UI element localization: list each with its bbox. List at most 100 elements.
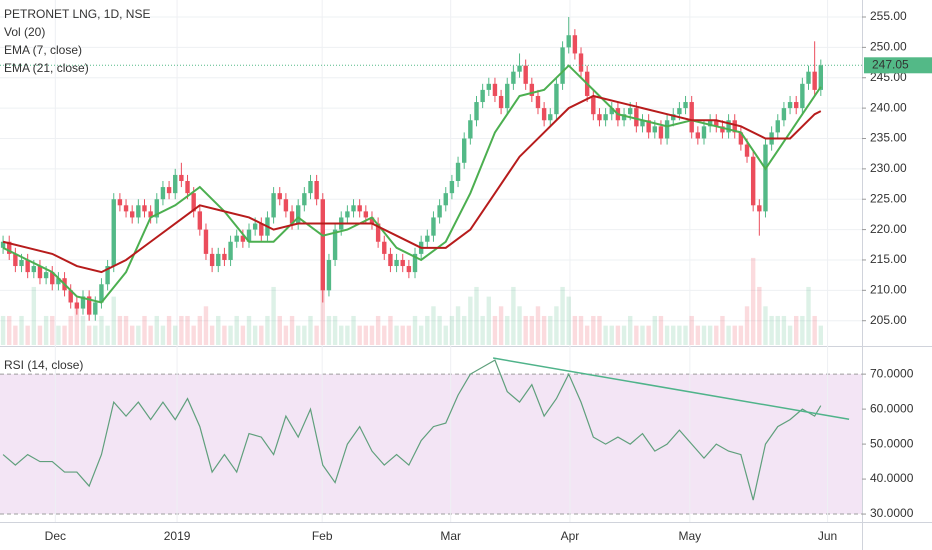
candle-body (234, 235, 239, 242)
rsi-y-tick-label: 70.0000 (870, 366, 914, 380)
volume-bar (129, 325, 135, 345)
volume-bar (50, 315, 55, 345)
volume-bar (603, 325, 608, 345)
candle-body (240, 235, 246, 242)
candle-body (252, 223, 258, 230)
candle-body (314, 181, 319, 200)
candle-body (166, 187, 172, 194)
legend-item: EMA (21, close) (4, 61, 89, 75)
candle-body (326, 259, 332, 291)
volume-bar (707, 325, 713, 345)
volume-bar (418, 325, 424, 345)
candle-body (203, 229, 209, 254)
volume-bar (523, 315, 528, 345)
volume-bar (74, 306, 80, 345)
volume-bar (351, 315, 356, 345)
candle-body (726, 120, 731, 133)
y-tick-label: 210.00 (870, 283, 907, 297)
candle-body (634, 108, 639, 127)
candle-body (105, 266, 110, 285)
volume-bar (308, 315, 313, 345)
volume-bar (99, 315, 104, 345)
candle-body (794, 102, 799, 109)
candle-body (621, 114, 627, 121)
y-tick-label: 245.00 (870, 70, 907, 84)
candle-body (775, 120, 780, 133)
volume-bar (105, 325, 110, 345)
symbol-title: PETRONET LNG, 1D, NSE (4, 7, 150, 21)
last-price-box (864, 57, 932, 74)
candle-body (99, 284, 104, 303)
volume-bar (566, 296, 571, 345)
volume-bar (68, 315, 73, 345)
volume-bar (769, 315, 774, 345)
x-tick-label: 2019 (164, 529, 191, 543)
volume-bar (689, 315, 694, 345)
volume-bar (732, 325, 737, 345)
x-tick-label: Jun (818, 529, 837, 543)
candle-body (308, 181, 313, 194)
candle-body (25, 259, 30, 273)
volume-bar (671, 325, 676, 345)
volume-bar (209, 325, 215, 345)
candle-body (0, 241, 6, 248)
volume-bar (744, 306, 750, 345)
volume-bar (492, 315, 498, 345)
rsi-band (0, 374, 862, 515)
candle-body (707, 120, 713, 127)
y-tick-label: 230.00 (870, 161, 907, 175)
volume-bar (548, 315, 553, 345)
x-tick-label: Mar (440, 529, 461, 543)
candle-body (683, 102, 688, 109)
volume-bar (634, 325, 639, 345)
candle-body (129, 211, 135, 218)
volume-bar (345, 325, 350, 345)
volume-bar (240, 325, 246, 345)
candle-body (289, 211, 295, 224)
volume-bar (750, 257, 756, 345)
candle-body (222, 253, 227, 260)
candle-body (609, 108, 614, 115)
candle-body (74, 302, 80, 309)
rsi-legend: RSI (14, close) (4, 358, 83, 372)
candle-body (652, 126, 658, 133)
volume-bar (498, 306, 504, 345)
candle-body (406, 266, 412, 273)
volume-bar (93, 325, 98, 345)
candle-body (658, 126, 664, 139)
candle-body (191, 193, 196, 212)
volume-bar (787, 325, 793, 345)
candle-body (449, 181, 455, 194)
candle-body (720, 126, 725, 133)
x-tick-label: Dec (45, 529, 66, 543)
volume-bar (578, 315, 584, 345)
volume-bar (339, 325, 344, 345)
volume-bar (246, 315, 252, 345)
volume-bar (701, 325, 707, 345)
volume-bar (56, 325, 61, 345)
candle-body (474, 102, 479, 121)
rsi-trendline (492, 357, 850, 420)
candle-body (400, 259, 405, 267)
candle-body (437, 205, 442, 218)
volume-bar (529, 315, 535, 345)
volume-bar (720, 315, 725, 345)
candle-body (486, 83, 491, 90)
candle-body (591, 95, 596, 115)
volume-bar (136, 325, 141, 345)
volume-bar (781, 315, 787, 345)
volume-bar (332, 315, 338, 345)
volume-bar (628, 315, 633, 345)
volume-bar (388, 315, 393, 345)
candle-body (375, 223, 381, 242)
candle-body (357, 205, 362, 212)
volume-bar (794, 315, 799, 345)
candle-body (216, 253, 221, 267)
volume-bar (357, 325, 362, 345)
candle-body (136, 205, 141, 218)
volume-bar (443, 325, 448, 345)
volume-bar (763, 306, 768, 345)
candle-body (431, 217, 436, 236)
volume-bar (474, 286, 479, 345)
